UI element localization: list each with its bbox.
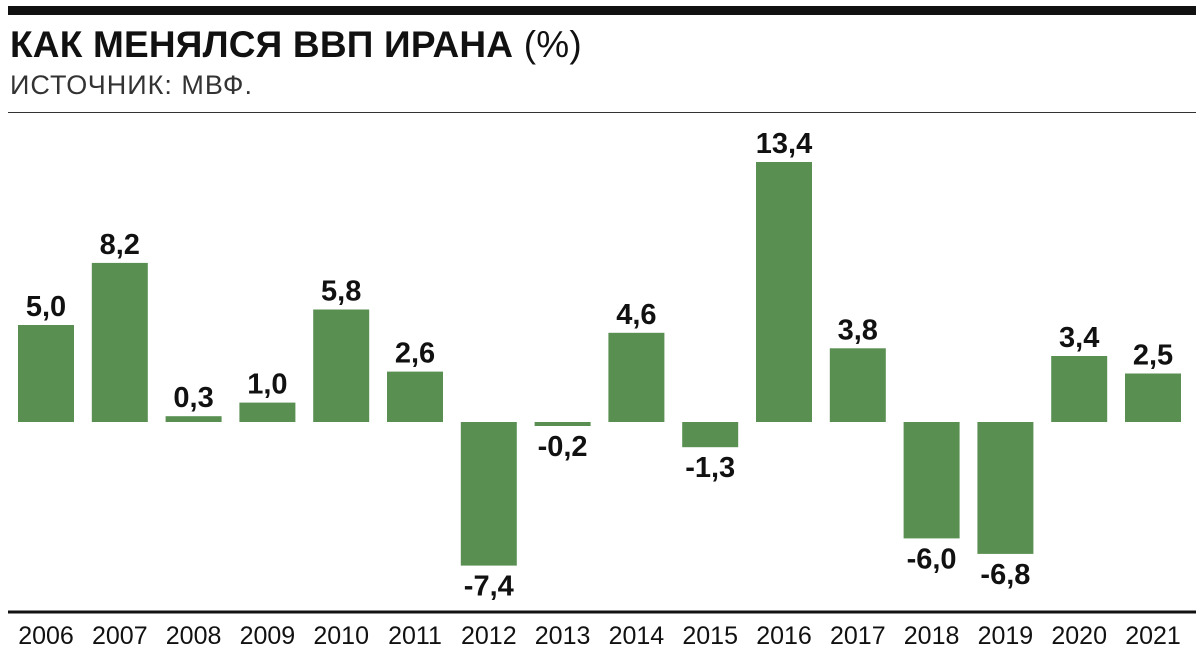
x-tick-2011: 2011 — [388, 622, 442, 650]
value-label-2010: 5,8 — [321, 276, 361, 308]
header-divider — [8, 112, 1196, 113]
bar-2008 — [165, 416, 222, 422]
x-tick-2013: 2013 — [535, 622, 591, 650]
bar-2006 — [18, 325, 74, 422]
bar-2011 — [387, 371, 443, 422]
chart-title-unit: (%) — [523, 24, 582, 65]
bar-2012 — [460, 422, 517, 566]
chart-source: ИСТОЧНИК: МВФ. — [10, 70, 253, 100]
bars-group — [18, 162, 1181, 566]
bar-2010 — [313, 309, 370, 422]
x-tick-2010: 2010 — [313, 622, 369, 650]
bar-2021 — [1125, 373, 1181, 422]
x-tick-2014: 2014 — [609, 622, 665, 650]
x-tick-labels-group: 2006 2007 2008 2009 2010 2011 2012 2013 2014 2015… — [18, 622, 1181, 650]
x-tick-2012: 2012 — [461, 622, 517, 650]
x-tick-2017: 2017 — [830, 622, 886, 650]
bar-2015 — [682, 422, 739, 448]
bar-2007 — [91, 262, 148, 422]
value-label-2021: 2,5 — [1133, 340, 1173, 372]
bar-2016 — [756, 162, 812, 422]
value-label-2017: 3,8 — [838, 314, 878, 346]
x-tick-2015: 2015 — [682, 622, 738, 650]
chart-title: КАК МЕНЯЛСЯ ВВП ИРАНА (%) — [10, 24, 582, 66]
bar-2020 — [1051, 356, 1108, 422]
bar-2018 — [903, 422, 960, 539]
chart-title-text: КАК МЕНЯЛСЯ ВВП ИРАНА — [10, 24, 514, 65]
x-tick-2007: 2007 — [92, 622, 148, 650]
x-tick-2021: 2021 — [1125, 622, 1181, 650]
bar-2017 — [829, 348, 886, 422]
value-label-2013: -0,2 — [538, 431, 588, 463]
value-label-2014: 4,6 — [616, 299, 656, 331]
x-tick-2009: 2009 — [240, 622, 296, 650]
value-label-2019: -6,8 — [980, 559, 1030, 591]
value-label-2008: 0,3 — [173, 382, 213, 414]
x-tick-2020: 2020 — [1051, 622, 1107, 650]
x-tick-2018: 2018 — [904, 622, 960, 650]
bar-2019 — [977, 422, 1034, 554]
top-rule — [8, 6, 1196, 15]
bar-2013 — [534, 422, 591, 426]
x-tick-2008: 2008 — [166, 622, 222, 650]
bar-2009 — [239, 402, 296, 422]
value-label-2015: -1,3 — [685, 452, 735, 484]
value-label-2018: -6,0 — [907, 543, 957, 575]
value-label-2016: 13,4 — [756, 128, 812, 160]
x-tick-2019: 2019 — [978, 622, 1034, 650]
value-label-2020: 3,4 — [1059, 322, 1099, 354]
value-label-2007: 8,2 — [100, 229, 140, 261]
value-label-2006: 5,0 — [26, 291, 66, 323]
value-label-2009: 1,0 — [247, 369, 287, 401]
bar-2014 — [608, 332, 665, 422]
value-labels-group: 5,0 8,2 0,3 1,0 5,8 2,6 -7,4 -0,2 4,6 -1,3 13,4 3,8… — [26, 128, 1173, 603]
x-tick-2006: 2006 — [18, 622, 74, 650]
x-tick-2016: 2016 — [756, 622, 812, 650]
value-label-2011: 2,6 — [395, 338, 435, 370]
value-label-2012: -7,4 — [464, 571, 514, 603]
